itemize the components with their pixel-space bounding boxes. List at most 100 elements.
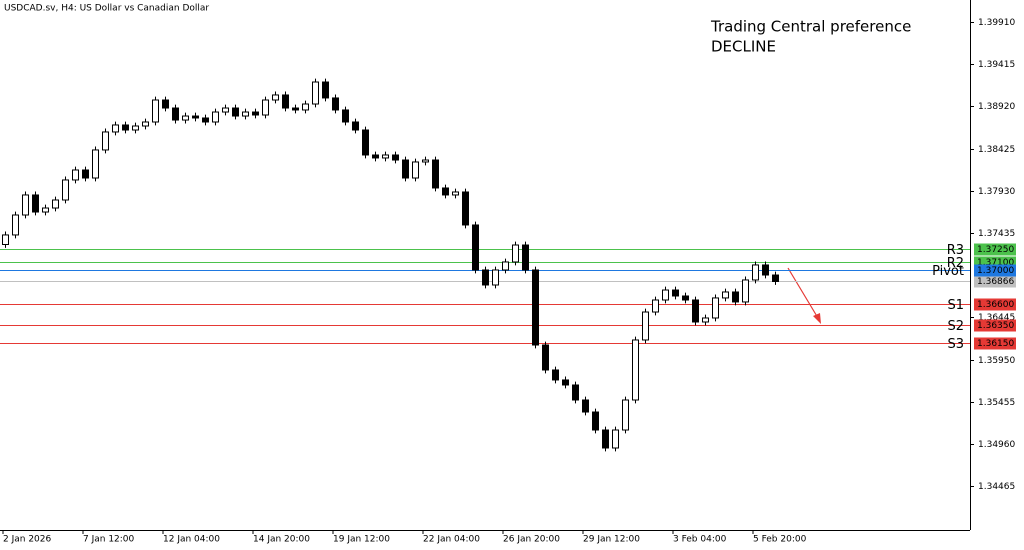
candle-body [462,191,469,226]
candle-body [282,94,289,109]
x-tick-label: 5 Feb 20:00 [753,535,807,545]
candle-body [492,269,499,286]
y-tick-label: 1.37930 [978,187,1015,197]
candle-body [192,115,199,119]
candle-body [452,191,459,196]
candle-body [562,379,569,386]
candle-body [542,344,549,371]
candle-body [532,269,539,346]
candle-body [512,244,519,263]
level-tag [974,337,1016,350]
candle-body [392,154,399,161]
candle-body [302,103,309,111]
level-label: 1.36600 [977,300,1014,310]
candle-body [212,111,219,123]
candle-body [242,111,249,117]
y-tick-label: 1.38425 [978,145,1015,155]
candle-body [92,149,99,179]
x-tick-label: 14 Jan 20:00 [253,535,310,545]
candle-body [702,317,709,323]
candle-body [382,154,389,159]
level-name: S1 [947,298,964,313]
candle-body [262,99,269,116]
current-price-label: 1.36866 [977,277,1014,287]
candle-body [352,121,359,131]
candle-body [232,107,239,117]
y-tick-label: 1.37435 [978,229,1015,239]
y-tick-label: 1.35950 [978,356,1015,366]
level-tag [974,264,1016,277]
candle-body [582,399,589,413]
candle-body [42,207,49,213]
level-name: Pivot [932,264,964,279]
candle-body [142,121,149,127]
candle-body [592,411,599,431]
candle-body [612,429,619,449]
candle-body [482,269,489,286]
candle-body [622,399,629,431]
candle-body [422,159,429,163]
candle-body [672,289,679,297]
candle-body [642,311,649,341]
level-tag [974,298,1016,311]
annotation: DECLINE [711,38,776,56]
candle-body [72,169,79,181]
candle-body [602,429,609,449]
candle-body [402,159,409,179]
candle-body [292,107,299,111]
candle-body [762,264,769,276]
candle-body [432,159,439,189]
candle-body [272,94,279,101]
x-tick-label: 22 Jan 04:00 [423,535,480,545]
x-tick-label: 19 Jan 12:00 [333,535,390,545]
level-name: S2 [947,319,964,334]
candle-body [182,115,189,121]
candle-body [552,369,559,381]
candle-body [122,124,129,131]
level-label: 1.37100 [977,258,1014,268]
candle-body [222,107,229,113]
candle-body [102,131,109,151]
level-name: S3 [947,337,964,352]
candle-body [472,224,479,271]
candle-body [742,279,749,303]
candle-body [342,109,349,123]
arrow-line [787,267,819,319]
annotation: Trading Central preference [710,18,911,36]
level-tag [974,243,1016,256]
y-tick-label: 1.39415 [978,60,1015,70]
candle-body [752,264,759,281]
candle-body [82,169,89,179]
candle-body [312,81,319,105]
level-label: 1.36350 [977,321,1014,331]
x-tick-label: 7 Jan 12:00 [83,535,135,545]
candle-body [2,234,9,245]
candle-body [172,107,179,121]
candle-body [632,339,639,401]
y-tick-label: 1.38920 [978,102,1015,112]
level-label: 1.37000 [977,266,1014,276]
x-tick-label: 3 Feb 04:00 [673,535,727,545]
candle-body [662,289,669,301]
level-name: R3 [947,243,964,258]
x-tick-label: 29 Jan 12:00 [583,535,640,545]
y-tick-label: 1.39910 [978,18,1015,28]
forecast-arrow [787,267,821,324]
candle-body [332,97,339,111]
candle-body [32,194,39,213]
candle-body [732,291,739,303]
candle-body [412,161,419,179]
level-label: 1.37250 [977,245,1014,255]
candle-body [652,299,659,313]
candle-body [442,187,449,196]
y-tick-label: 1.34960 [978,440,1015,450]
candle-body [502,261,509,271]
candle-body [52,199,59,209]
candle-body [722,291,729,299]
candle-body [12,214,19,236]
candle-body [692,299,699,323]
candle-body [112,124,119,133]
candle-body [712,297,719,319]
